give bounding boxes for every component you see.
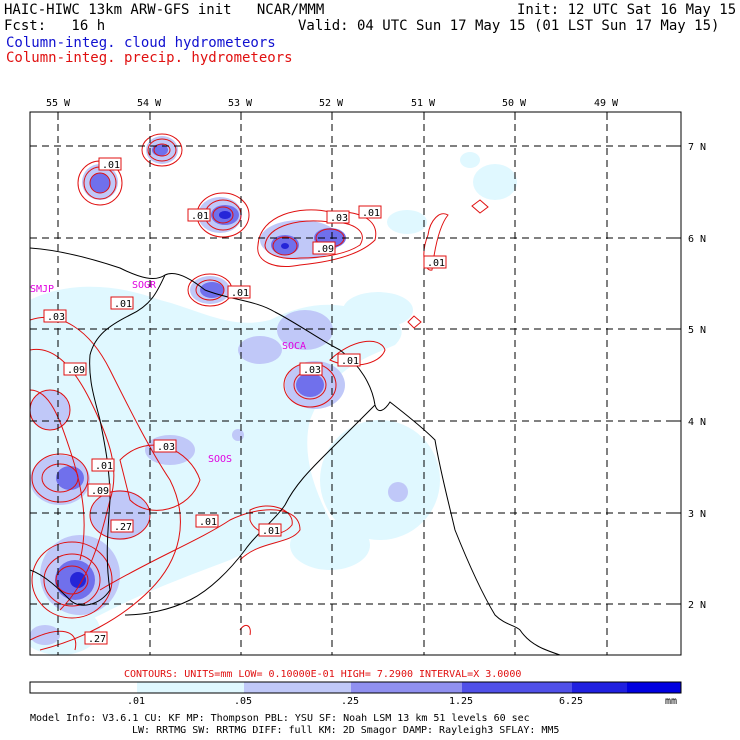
- lon-label: 49 W: [594, 98, 619, 109]
- cloud-core-regions: [70, 211, 289, 588]
- contour-label-2: .01: [187, 208, 211, 222]
- contour-label-5: .09: [312, 241, 336, 255]
- svg-text:.03: .03: [303, 365, 321, 376]
- field1-title: Column-integ. cloud hydrometeors: [6, 35, 276, 51]
- model-info-line1: Model Info: V3.6.1 CU: KF MP: Thompson P…: [30, 713, 530, 724]
- svg-text:.01: .01: [362, 208, 380, 219]
- svg-text:.27: .27: [88, 634, 106, 645]
- lat-label: 6 N: [688, 234, 706, 245]
- svg-text:.09: .09: [67, 365, 85, 376]
- contour-label-17: .01: [195, 514, 219, 528]
- contour-label-3: .03: [326, 210, 350, 224]
- lon-label: 50 W: [502, 98, 527, 109]
- svg-text:.01: .01: [114, 299, 132, 310]
- station-sogr: SOGR: [132, 280, 157, 291]
- svg-text:.03: .03: [157, 442, 175, 453]
- svg-text:.01: .01: [95, 461, 113, 472]
- contour-label-18: .01: [258, 523, 282, 537]
- lon-label: 51 W: [411, 98, 436, 109]
- init-time: Init: 12 UTC Sat 16 May 15: [517, 2, 737, 18]
- contour-label-7: .01: [227, 285, 251, 299]
- scale-value: 1.25: [449, 696, 473, 707]
- field2-title: Column-integ. precip. hydrometeors: [6, 50, 293, 66]
- svg-text:.03: .03: [330, 213, 348, 224]
- svg-text:.01: .01: [427, 258, 445, 269]
- model-title: HAIC-HIWC 13km ARW-GFS init NCAR/MMM: [4, 2, 325, 18]
- contours-info: CONTOURS: UNITS=mm LOW= 0.10000E-01 HIGH…: [124, 669, 521, 680]
- lon-label: 55 W: [46, 98, 71, 109]
- contour-label-12: .03: [299, 362, 323, 376]
- scale-value: .25: [341, 696, 359, 707]
- svg-text:.01: .01: [102, 160, 120, 171]
- color-scale: [29, 681, 682, 694]
- scale-value: .05: [234, 696, 252, 707]
- contour-label-4: .01: [358, 205, 382, 219]
- svg-text:.01: .01: [341, 356, 359, 367]
- svg-text:.01: .01: [262, 526, 280, 537]
- station-soos: SOOS: [208, 454, 232, 465]
- station-labels: SMJP SOGR SOCA SOOS: [30, 280, 306, 465]
- scale-value: 6.25: [559, 696, 583, 707]
- lat-label: 5 N: [688, 325, 706, 336]
- contour-label-6: .01: [423, 255, 447, 269]
- model-info-line2: LW: RRTMG SW: RRTMG DIFF: full KM: 2D Sm…: [132, 725, 559, 736]
- contour-label-16: .27: [110, 519, 134, 533]
- svg-text:.03: .03: [47, 312, 65, 323]
- contour-label-14: .01: [91, 458, 115, 472]
- frame-ticks: [57, 112, 681, 605]
- scale-value: .01: [127, 696, 145, 707]
- svg-text:.01: .01: [231, 288, 249, 299]
- lat-label: 7 N: [688, 142, 706, 153]
- scale-labels: .01 .05 .25 1.25 6.25 mm: [127, 696, 677, 707]
- contour-label-19: .27: [84, 631, 108, 645]
- svg-text:.01: .01: [191, 211, 209, 222]
- svg-text:.09: .09: [91, 486, 109, 497]
- lon-label: 52 W: [319, 98, 344, 109]
- contour-label-10: .09: [63, 362, 87, 376]
- lon-label: 53 W: [228, 98, 253, 109]
- latlon-grid: [30, 112, 681, 655]
- station-soca: SOCA: [282, 341, 306, 352]
- valid-time: Valid: 04 UTC Sun 17 May 15 (01 LST Sun …: [298, 18, 720, 34]
- contour-label-11: .01: [337, 353, 361, 367]
- lat-label: 4 N: [688, 417, 706, 428]
- lat-labels: 7 N 6 N 5 N 4 N 3 N 2 N: [688, 142, 706, 611]
- map-frame: [29, 111, 682, 656]
- station-smjp: SMJP: [30, 284, 54, 295]
- contour-labels: .01 .01 .03 .01 .09 .01 .01 .01 .03 .09 …: [43, 157, 447, 645]
- contour-label-8: .01: [110, 296, 134, 310]
- contour-label-1: .01: [98, 157, 122, 171]
- svg-text:.01: .01: [199, 517, 217, 528]
- lon-labels: 55 W 54 W 53 W 52 W 51 W 50 W 49 W: [46, 98, 619, 109]
- lon-label: 54 W: [137, 98, 162, 109]
- svg-text:.27: .27: [114, 522, 132, 533]
- lat-label: 3 N: [688, 509, 706, 520]
- svg-text:.09: .09: [316, 244, 334, 255]
- scale-unit: mm: [665, 696, 677, 707]
- contour-label-15: .09: [87, 483, 111, 497]
- contour-label-9: .03: [43, 309, 67, 323]
- forecast-hour: Fcst: 16 h: [4, 18, 106, 34]
- lat-label: 2 N: [688, 600, 706, 611]
- contour-label-13: .03: [153, 439, 177, 453]
